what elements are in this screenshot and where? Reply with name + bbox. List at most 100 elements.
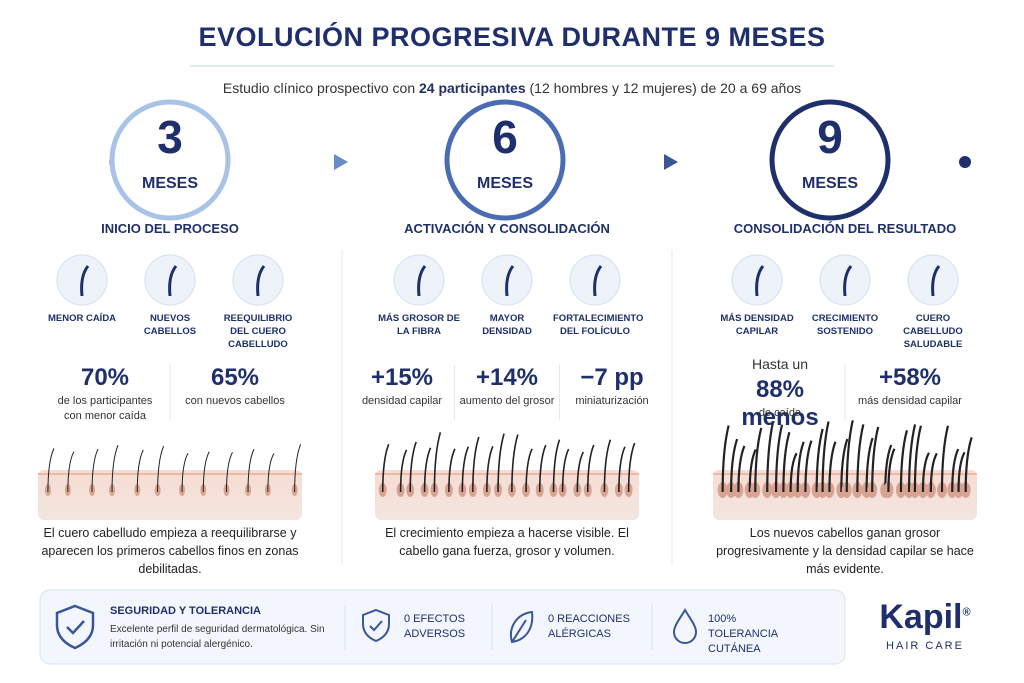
phase-title: INICIO DEL PROCESO: [101, 221, 239, 236]
icon-hair: [931, 265, 941, 297]
hair: [448, 448, 456, 493]
hair: [247, 448, 255, 493]
hair: [721, 425, 730, 493]
icon-hair: [755, 265, 765, 297]
hair: [929, 452, 938, 493]
icon-hair: [843, 265, 853, 297]
icon-label: NUEVOS CABELLOS: [143, 313, 197, 337]
hair: [497, 433, 505, 493]
hair: [748, 449, 757, 493]
stat-value: 70%: [80, 364, 130, 391]
safety-text: Excelente perfil de seguridad dermatológ…: [110, 624, 325, 650]
hair: [47, 448, 55, 493]
hair: [871, 426, 880, 493]
hair: [225, 452, 233, 493]
shield-icon: [55, 604, 95, 650]
footer-box: [39, 589, 846, 665]
phase-description: El cuero cabelludo empieza a reequilibra…: [41, 526, 299, 576]
stat-label: de caída: [758, 407, 802, 419]
hair: [887, 448, 896, 493]
leaf-icon: [510, 610, 534, 644]
hair: [294, 444, 302, 493]
stat-value: +58%: [878, 364, 942, 391]
hair: [804, 440, 813, 493]
hair: [840, 438, 849, 493]
hair: [828, 441, 837, 493]
hair: [136, 449, 144, 493]
check-icon: [369, 620, 383, 632]
hair: [964, 437, 973, 493]
hair: [737, 445, 746, 493]
milestone-ring: [109, 99, 231, 221]
stat-value: −7 pp: [580, 364, 644, 391]
hair: [461, 446, 470, 493]
stat-value: +15%: [370, 364, 434, 391]
phase-description: El crecimiento empieza a hacerse visible…: [385, 526, 629, 558]
milestone-ring: [444, 99, 566, 221]
stat-label: aumento del grosor: [459, 395, 555, 407]
hair: [67, 451, 75, 493]
icon-hair: [256, 265, 266, 297]
timeline-end: [959, 156, 971, 168]
icon-label: CUERO CABELLUDO SALUDABLE: [903, 313, 963, 350]
hair: [91, 448, 99, 493]
hair: [561, 448, 570, 493]
icon-hair: [80, 265, 90, 297]
hair: [913, 425, 922, 493]
hair: [586, 444, 595, 493]
hair: [486, 445, 494, 493]
hair: [921, 452, 930, 493]
stat-label: con nuevos cabellos: [185, 395, 285, 407]
icon-hair: [593, 265, 603, 297]
drop-icon: [672, 608, 698, 644]
hair: [951, 448, 960, 493]
hair: [576, 451, 585, 493]
subtitle-text: Estudio clínico prospectivo con: [222, 80, 416, 96]
hair: [381, 443, 390, 493]
stat-label: más densidad capilar: [858, 395, 962, 407]
hair: [907, 424, 917, 493]
milestone-unit: MESES: [801, 175, 858, 192]
hair: [856, 424, 865, 493]
icon-label: MAYOR DENSIDAD: [482, 313, 532, 337]
shield-icon: [362, 608, 390, 643]
safety-item: 0 REACCIONES ALÉRGICAS: [548, 613, 630, 640]
stat-prefix: Hasta un: [751, 356, 809, 372]
icon-label: MENOR CAÍDA: [47, 313, 117, 324]
icon-label: CRECIMIENTO SOSTENIDO: [811, 313, 879, 337]
safety-title: SEGURIDAD Y TOLERANCIA: [110, 605, 261, 617]
milestone-unit: MESES: [476, 175, 533, 192]
hair: [111, 445, 119, 493]
phase-description: Los nuevos cabellos ganan grosor progres…: [716, 526, 974, 576]
phase-title: CONSOLIDACIÓN DEL RESULTADO: [733, 221, 957, 236]
hair: [618, 446, 626, 493]
phase-title: ACTIVACIÓN Y CONSOLIDACIÓN: [404, 221, 610, 236]
hair: [766, 420, 775, 493]
stat-value: 88% menos: [741, 376, 819, 431]
stat-label: densidad capilar: [361, 395, 443, 407]
title: EVOLUCIÓN PROGRESIVA DURANTE 9 MESES: [198, 22, 826, 52]
milestone-ring: [769, 99, 891, 221]
icon-hair: [505, 265, 515, 297]
stat-label: miniaturización: [575, 395, 649, 407]
hair: [525, 448, 533, 493]
skin: [38, 470, 302, 520]
icon-label: MÁS DENSIDAD CAPILAR: [720, 313, 794, 337]
hair: [552, 439, 561, 493]
hair: [423, 447, 432, 493]
check-icon: [66, 620, 85, 635]
hair: [538, 444, 547, 493]
hair: [815, 428, 824, 493]
hair: [789, 452, 798, 493]
subtitle-text: (12 hombres y 12 mujeres) de 20 a 69 año…: [529, 80, 802, 96]
hair: [433, 432, 442, 493]
milestone-number: 9: [817, 111, 843, 163]
hair: [957, 451, 966, 493]
brand: Kapil®: [870, 598, 980, 637]
hair: [899, 429, 908, 493]
hair: [603, 439, 612, 493]
hair: [940, 425, 950, 493]
arrow: [664, 154, 678, 170]
